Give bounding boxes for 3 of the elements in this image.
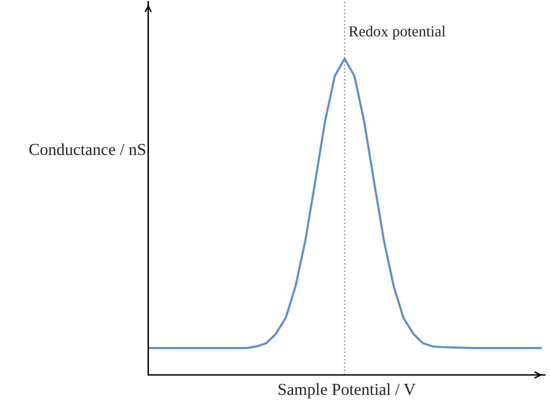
x-axis-title: Sample Potential / V [278, 383, 416, 398]
y-axis-title: Conductance / nS [29, 143, 146, 156]
text: Redox potential [348, 26, 446, 40]
